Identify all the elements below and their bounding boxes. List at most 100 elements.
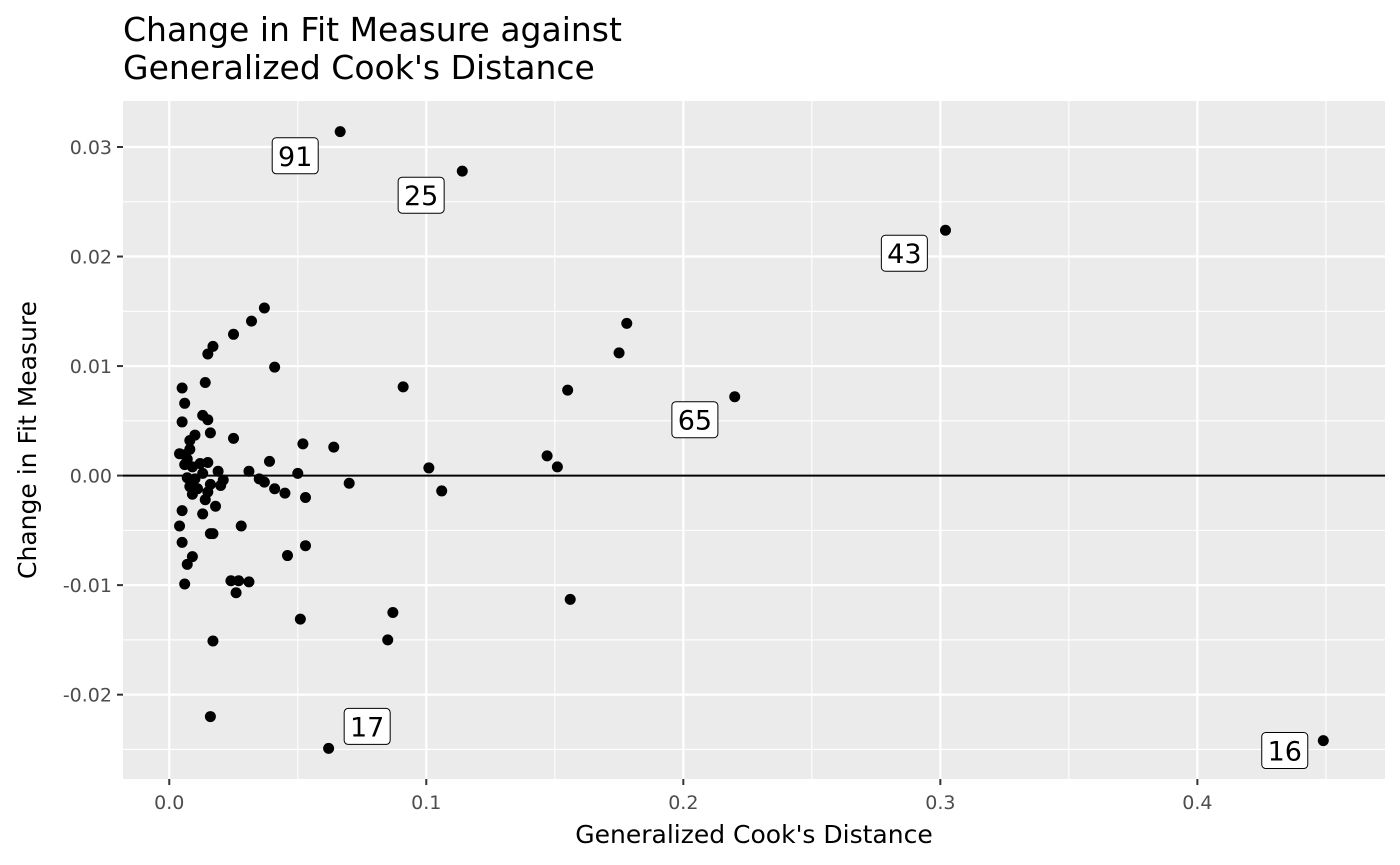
data-point bbox=[233, 575, 245, 587]
data-point bbox=[269, 361, 281, 373]
data-point bbox=[199, 494, 211, 506]
data-point bbox=[202, 456, 214, 468]
point-label-box bbox=[343, 707, 391, 745]
data-point bbox=[258, 302, 270, 314]
point-label: 17 bbox=[343, 707, 391, 745]
data-point bbox=[179, 578, 191, 590]
data-point bbox=[328, 441, 340, 453]
y-tick-label: 0.00 bbox=[70, 466, 112, 488]
y-axis-title: Change in Fit Measure bbox=[13, 301, 42, 579]
data-point bbox=[225, 575, 237, 587]
data-point bbox=[297, 438, 309, 450]
data-point bbox=[184, 435, 196, 447]
data-point bbox=[228, 432, 240, 444]
data-point bbox=[176, 382, 188, 394]
point-label-box bbox=[1261, 732, 1309, 770]
point-label-text: 91 bbox=[278, 142, 312, 173]
x-tick-label: 0.1 bbox=[411, 792, 441, 814]
data-point bbox=[179, 397, 191, 409]
data-point bbox=[230, 587, 242, 599]
data-point bbox=[387, 607, 399, 619]
y-tick-label: 0.02 bbox=[70, 247, 112, 269]
x-tick-label: 0.0 bbox=[154, 792, 184, 814]
data-point bbox=[176, 416, 188, 428]
data-point bbox=[299, 492, 311, 504]
data-point bbox=[207, 635, 219, 647]
data-points bbox=[174, 126, 1329, 754]
chart-title-line-1: Change in Fit Measure against bbox=[123, 10, 622, 49]
point-label: 91 bbox=[271, 137, 319, 175]
data-point bbox=[202, 414, 214, 426]
data-point bbox=[199, 376, 211, 388]
y-tick-label: 0.03 bbox=[70, 137, 112, 159]
data-point bbox=[334, 126, 346, 138]
data-point bbox=[235, 520, 247, 532]
data-point bbox=[204, 427, 216, 439]
data-point bbox=[186, 488, 198, 500]
data-point bbox=[207, 528, 219, 540]
point-label-box bbox=[397, 176, 445, 214]
data-point bbox=[292, 467, 304, 479]
x-tick-label: 0.2 bbox=[668, 792, 698, 814]
data-point bbox=[258, 476, 270, 488]
data-point bbox=[299, 540, 311, 552]
data-point bbox=[423, 462, 435, 474]
data-point bbox=[281, 550, 293, 562]
data-point bbox=[186, 461, 198, 473]
data-point bbox=[264, 455, 276, 467]
point-label-box bbox=[671, 401, 719, 439]
chart-title-line-2: Generalized Cook's Distance bbox=[123, 48, 595, 87]
data-point bbox=[562, 384, 574, 396]
point-label-text: 43 bbox=[887, 239, 921, 270]
point-labels: 91 25 43 65 16 17 bbox=[271, 137, 1309, 770]
data-point bbox=[729, 391, 741, 403]
data-point bbox=[210, 500, 222, 512]
point-label-text: 17 bbox=[350, 712, 384, 743]
data-point bbox=[246, 315, 258, 327]
data-point bbox=[564, 593, 576, 605]
data-point bbox=[176, 536, 188, 548]
data-point bbox=[397, 381, 409, 393]
data-point bbox=[176, 505, 188, 517]
data-point bbox=[613, 347, 625, 359]
data-point bbox=[551, 461, 563, 473]
data-point bbox=[228, 328, 240, 340]
plot-panel bbox=[123, 101, 1385, 779]
y-tick-label: 0.01 bbox=[70, 356, 112, 378]
data-point bbox=[212, 465, 224, 477]
data-point bbox=[204, 711, 216, 723]
y-tick-label: -0.02 bbox=[63, 685, 112, 707]
point-label-box bbox=[880, 234, 928, 272]
x-axis-title: Generalized Cook's Distance bbox=[575, 820, 932, 849]
data-point bbox=[269, 483, 281, 495]
data-point bbox=[621, 317, 633, 329]
data-point bbox=[243, 576, 255, 588]
data-point bbox=[382, 634, 394, 646]
data-point bbox=[279, 487, 291, 499]
point-label: 65 bbox=[671, 401, 719, 439]
y-tick-label: -0.01 bbox=[63, 575, 112, 597]
data-point bbox=[181, 558, 193, 570]
x-tick-label: 0.4 bbox=[1182, 792, 1212, 814]
point-label: 43 bbox=[880, 234, 928, 272]
data-point bbox=[456, 165, 468, 177]
data-point bbox=[197, 467, 209, 479]
data-point bbox=[323, 742, 335, 754]
data-point bbox=[215, 479, 227, 491]
data-point bbox=[202, 348, 214, 360]
point-label-text: 16 bbox=[1268, 737, 1302, 768]
data-point bbox=[197, 508, 209, 520]
point-label-box bbox=[271, 137, 319, 175]
data-point bbox=[343, 477, 355, 489]
data-point bbox=[1317, 735, 1329, 747]
point-label: 25 bbox=[397, 176, 445, 214]
data-point bbox=[294, 613, 306, 625]
point-label-text: 65 bbox=[678, 406, 712, 437]
data-point bbox=[174, 520, 186, 532]
data-point bbox=[541, 450, 553, 462]
y-axis-ticks: -0.02 -0.01 0.00 0.01 0.02 0.03 bbox=[63, 137, 123, 707]
x-axis-ticks: 0.0 0.1 0.2 0.3 0.4 bbox=[154, 779, 1212, 814]
data-point bbox=[243, 465, 255, 477]
point-label: 16 bbox=[1261, 732, 1309, 770]
